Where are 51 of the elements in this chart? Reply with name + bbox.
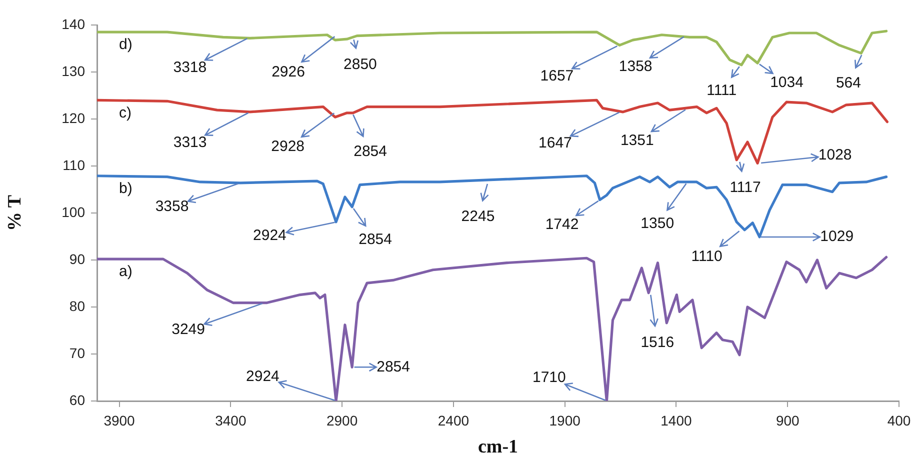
annotation: 1028 (818, 146, 852, 164)
series-label: b) (119, 180, 132, 198)
x-tick-label: 2900 (326, 412, 358, 428)
annotation: 2850 (344, 56, 377, 73)
annotation: 2854 (376, 358, 410, 376)
y-axis-title: % T (4, 194, 26, 232)
x-tick-label: 3900 (104, 412, 136, 428)
series-label: d) (119, 36, 132, 54)
x-tick-label: 1900 (549, 412, 581, 428)
annotation: 1358 (618, 58, 652, 75)
annotation: 3313 (173, 134, 207, 152)
y-tick-label: 130 (62, 62, 86, 79)
y-tick-label: 110 (62, 156, 86, 173)
y-tick-label: 70 (69, 344, 86, 361)
annotation: 3318 (173, 58, 207, 76)
annotation: 2854 (354, 143, 387, 160)
annotation: 2926 (272, 63, 305, 80)
y-tick-label: 60 (69, 392, 86, 408)
annotation: 564 (836, 74, 861, 92)
annotation: 1647 (538, 134, 572, 152)
annotation: 1742 (545, 216, 579, 233)
annotation: 1111 (706, 82, 737, 100)
y-tick-label: 140 (62, 16, 86, 32)
annotation: 1710 (532, 369, 566, 386)
annotation: 1110 (691, 248, 722, 266)
annotation: 2924 (246, 368, 280, 386)
annotation: 1350 (640, 215, 674, 232)
series-label: a) (119, 263, 132, 280)
annotation: 3358 (155, 198, 189, 216)
annotation: 1516 (640, 334, 674, 352)
y-tick-label: 80 (69, 298, 86, 314)
annotation: 1117 (730, 179, 761, 196)
annotation: 3249 (172, 320, 205, 338)
annotation: 2854 (358, 231, 392, 248)
annotation: 2928 (271, 138, 305, 156)
x-tick-label: 400 (887, 412, 911, 428)
annotation: 1034 (770, 74, 804, 92)
x-axis-title: cm-1 (478, 436, 518, 458)
x-tick-label: 900 (776, 412, 800, 428)
y-tick-label: 100 (62, 204, 86, 220)
annotation: 2245 (461, 208, 495, 226)
x-tick-label: 1400 (660, 412, 692, 428)
annotation: 1657 (540, 67, 574, 84)
series-label: c) (119, 104, 132, 122)
annotation: 1351 (620, 132, 654, 149)
x-tick-label: 2400 (438, 412, 470, 428)
annotation: 1029 (820, 228, 854, 246)
annotation: 2924 (253, 227, 286, 244)
y-tick-label: 120 (62, 110, 86, 126)
y-tick-label: 90 (69, 250, 86, 267)
x-tick-label: 3400 (215, 412, 246, 428)
